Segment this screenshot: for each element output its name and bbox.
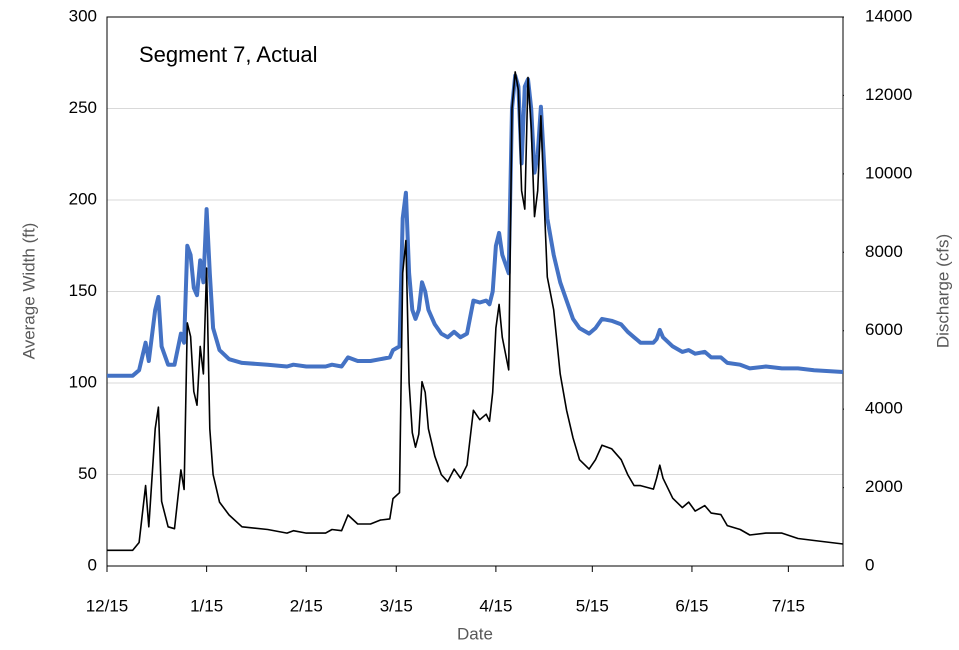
x-tick-label: 7/15	[772, 596, 805, 615]
y-tick-label: 250	[69, 98, 97, 117]
y-tick-label: 300	[69, 6, 97, 25]
y2-tick-label: 10000	[865, 163, 912, 182]
annotation: Segment 7, Actual	[139, 42, 318, 67]
y2-tick-label: 12000	[865, 85, 912, 104]
series-line	[107, 73, 844, 378]
y-axis-label: Average Width (ft)	[19, 223, 38, 360]
x-axis-label: Date	[457, 624, 493, 643]
y2-tick-label: 2000	[865, 477, 903, 496]
series-line	[107, 71, 844, 552]
y-tick-label: 200	[69, 189, 97, 208]
y2-tick-label: 4000	[865, 399, 903, 418]
y2-tick-label: 6000	[865, 320, 903, 339]
y-tick-label: 0	[88, 555, 97, 574]
y-tick-label: 50	[78, 464, 97, 483]
y2-tick-label: 8000	[865, 242, 903, 261]
x-tick-label: 5/15	[576, 596, 609, 615]
x-tick-label: 4/15	[479, 596, 512, 615]
y2-axis-label: Discharge (cfs)	[933, 234, 952, 348]
x-tick-label: 2/15	[290, 596, 323, 615]
x-tick-label: 12/15	[86, 596, 129, 615]
x-tick-label: 3/15	[380, 596, 413, 615]
x-tick-label: 1/15	[190, 596, 223, 615]
plot-frame	[106, 16, 844, 567]
x-tick-label: 6/15	[675, 596, 708, 615]
y2-tick-label: 0	[865, 555, 874, 574]
y-tick-label: 100	[69, 372, 97, 391]
y2-tick-label: 14000	[865, 6, 912, 25]
y-tick-label: 150	[69, 281, 97, 300]
